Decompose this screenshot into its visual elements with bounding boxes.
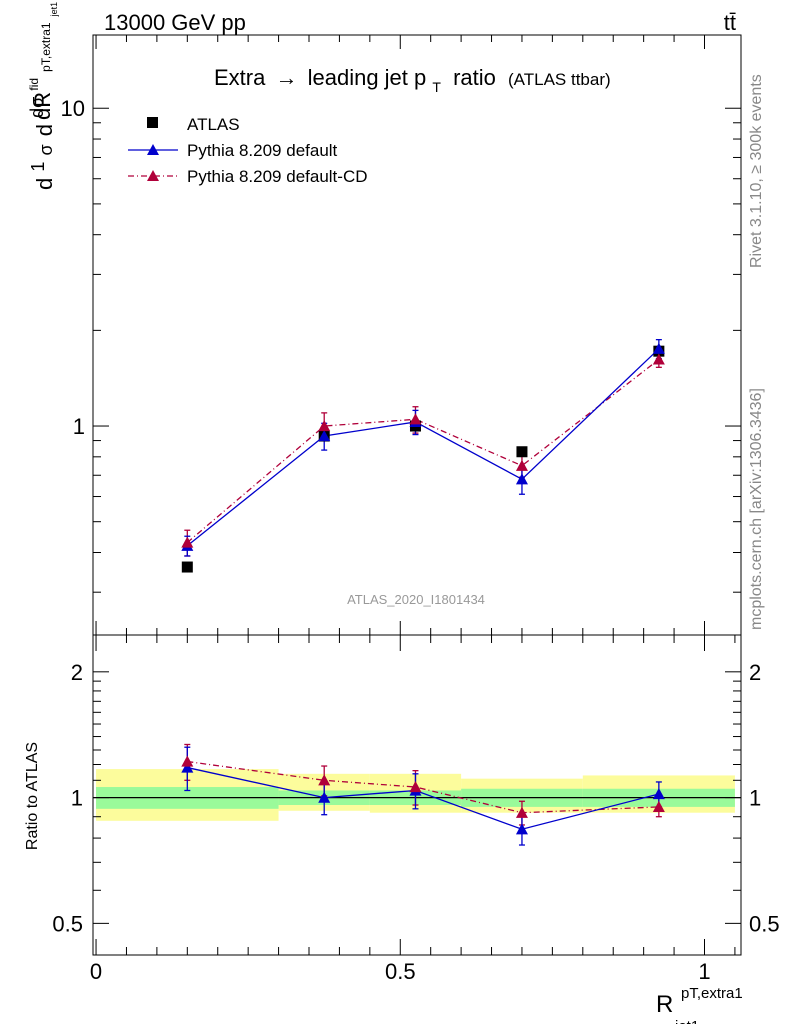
ratio-xtick-label: 0 [90,959,102,984]
ratio-point-default-cd [318,774,331,786]
plot-title: Extra → leading jet p T ratio (ATLAS ttb… [214,65,611,97]
main-point-default-cd [409,413,422,425]
x-axis-label: R pT,extra1 jet1 [656,977,749,1024]
main-point-default-cd [318,420,331,432]
xlabel-main: R [656,991,673,1018]
xlabel-sub: jet1 [674,1018,699,1024]
ylabel-d2: d [32,124,57,136]
ratio-y-ticks: 0.5 0.5 1 1 2 2 [52,660,779,937]
title-arrow: → [275,65,297,90]
ratio-ylabel: Ratio to ATLAS [24,742,41,850]
title-note: (ATLAS ttbar) [508,70,611,89]
ylabel-sigma: σ [36,144,56,155]
mcplots-credit-text: mcplots.cern.ch [arXiv:1306.3436] [748,388,765,630]
main-ytick-label: 10 [61,96,85,121]
legend-atlas-label: ATLAS [187,115,240,134]
header-left: 13000 GeV pp [104,10,246,35]
ratio-point-default-cd [181,755,194,767]
ratio-x-ticks: 0 0.5 1 [90,635,736,984]
ratio-xtick-label: 1 [698,959,710,984]
title-mid: leading jet p [308,65,427,90]
main-point-default [652,342,665,354]
main-panel: 1 10 Extra → leading jet p T ratio (ATLAS… [61,34,742,636]
ratio-markers [181,755,665,835]
main-ytick-label: 1 [73,414,85,439]
ratio-ytick-label-right: 0.5 [749,911,780,936]
legend-default-label: Pythia 8.209 default [187,141,338,160]
ylabel-jet1: jet1 [49,2,59,18]
ylabel-d1: d [32,178,57,190]
main-point-default-cd [181,536,194,548]
ratio-ytick-label-right: 2 [749,660,761,685]
ratio-ytick-label-left: 2 [71,660,83,685]
ratio-xtick-label: 0.5 [385,959,416,984]
main-point-default [318,430,331,442]
ratio-ytick-label-left: 1 [71,786,83,811]
ylabel-1: 1 [28,162,48,172]
legend-atlas-marker [147,117,158,128]
main-point-default [515,473,528,485]
legend-default-cd-marker [147,170,159,181]
ylabel-dsigma: dσ [27,97,47,118]
legend-default-cd-label: Pythia 8.209 default-CD [187,167,368,186]
main-point-atlas [516,446,528,458]
main-line-default-cd [186,358,660,544]
ratio-ytick-label-left: 0.5 [52,911,83,936]
legend-default-marker [147,144,159,155]
xlabel-sup: pT,extra1 [681,985,743,1002]
header-right: tt̄ [724,10,736,35]
main-error-bars [184,338,662,557]
ratio-point-default [652,788,665,800]
main-point-atlas [181,561,193,573]
main-y-ticks: 1 10 [61,35,741,635]
title-sub: T [432,79,441,95]
ratio-line-default-cd [187,760,659,814]
main-point-default-cd [515,459,528,471]
main-ylabel-text: d 1 σ d dσ fid pT,extra1 jet1 [18,2,59,190]
main-line-default [186,348,660,547]
ratio-ytick-label-right: 1 [749,786,761,811]
rivet-version-text: Rivet 3.1.10, ≥ 300k events [748,74,765,268]
ratio-point-default-cd [409,781,422,793]
main-markers [181,342,665,573]
main-y-axis-label: d 1 σ d dσ fid pT,extra1 jet1 dR [18,2,59,190]
title-end: ratio [453,65,496,90]
main-point-default-cd [652,353,665,365]
main-series-lines [186,348,660,547]
title-main: Extra [214,65,266,90]
ratio-point-default-cd [515,806,528,818]
ratio-point-default [515,823,528,835]
ratio-point-default-cd [652,800,665,813]
ratio-frame [92,634,742,956]
ylabel-fid: fid [27,78,41,91]
ratio-point-default [181,761,194,773]
main-ylabel-dR: dR [30,92,55,120]
analysis-watermark: ATLAS_2020_I1801434 [347,592,485,607]
legend: ATLAS Pythia 8.209 default Pythia 8.209 … [128,115,368,186]
ylabel-pt-extra: pT,extra1 [39,22,53,72]
ratio-panel: 0.5 0.51 12 2 0 0.5 1 [52,634,780,984]
ratio-point-default [318,791,331,803]
